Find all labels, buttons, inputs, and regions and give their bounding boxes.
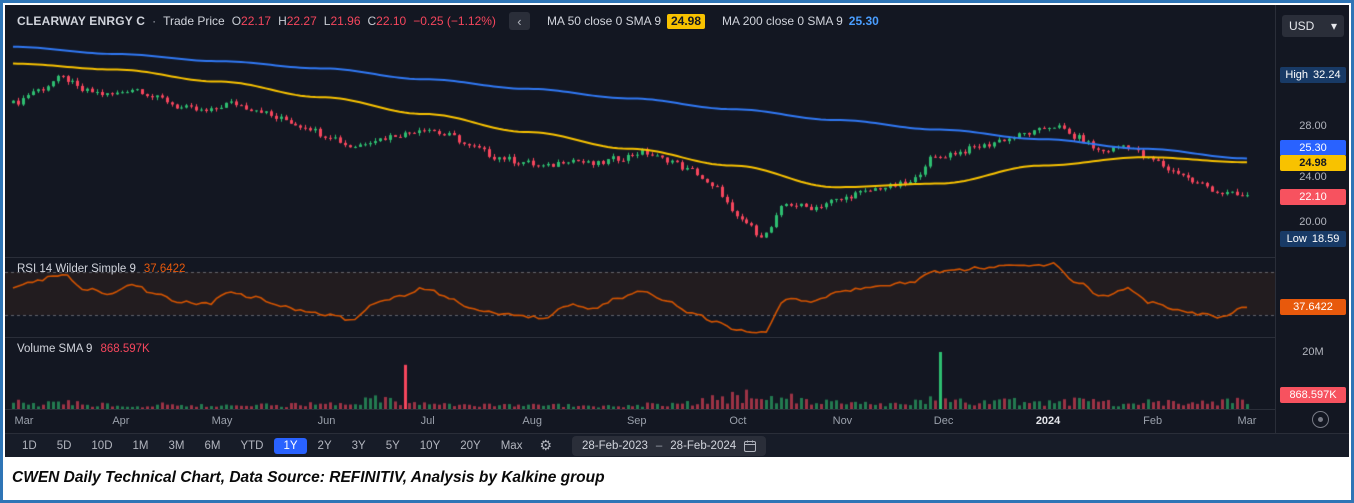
x-axis-label: Sep — [626, 415, 647, 427]
ma200-legend-label: MA 200 close 0 SMA 9 — [722, 14, 843, 28]
collapse-legend-button[interactable]: ‹ — [508, 12, 530, 30]
range-button-10d[interactable]: 10D — [82, 438, 121, 454]
symbol-name[interactable]: CLEARWAY ENRGY C — [17, 14, 146, 28]
x-axis-label: 2024 — [1035, 415, 1061, 427]
panel-divider — [5, 337, 1349, 338]
range-button-group: 1D 5D 10D 1M 3M 6M YTD 1Y 2Y 3Y 5Y 10Y 20Y Max — [13, 437, 532, 454]
date-range-picker[interactable]: 28-Feb-2023 – 28-Feb-2024 — [572, 435, 767, 456]
range-button-3y[interactable]: 3Y — [343, 438, 375, 454]
currency-label: USD — [1289, 19, 1315, 33]
range-button-5d[interactable]: 5D — [48, 438, 81, 454]
rsi-value-badge: 37.6422 — [1280, 299, 1346, 315]
date-start: 28-Feb-2023 — [582, 439, 648, 452]
gear-icon[interactable]: ⚙ — [539, 437, 553, 453]
open-value: O 22.17 — [231, 14, 272, 28]
last-price-badge: 22.10 — [1280, 189, 1346, 205]
range-button-max[interactable]: Max — [492, 438, 532, 454]
currency-selector-button[interactable]: USD ▾ — [1282, 15, 1344, 37]
price-tick-28: 28.00 — [1299, 120, 1327, 132]
x-axis-label: Mar — [14, 415, 34, 427]
ma50-price-badge: 24.98 — [1280, 155, 1346, 171]
volume-legend-label: Volume SMA 9 — [17, 343, 93, 355]
range-button-5y[interactable]: 5Y — [377, 438, 409, 454]
x-axis-label: May — [211, 415, 233, 427]
figure-caption: CWEN Daily Technical Chart, Data Source:… — [5, 457, 1349, 498]
price-scale-column[interactable]: USD ▾ High 32.24 28.00 25.30 24.98 24.00 … — [1275, 5, 1349, 433]
range-button-6m[interactable]: 6M — [195, 438, 229, 454]
range-button-20y[interactable]: 20Y — [451, 438, 489, 454]
x-axis-label: Nov — [832, 415, 853, 427]
period-low-badge: Low 18.59 — [1280, 231, 1346, 247]
crosshair-target-icon[interactable] — [1312, 411, 1329, 428]
calendar-icon — [744, 440, 757, 452]
range-button-10y[interactable]: 10Y — [411, 438, 449, 454]
range-button-1m[interactable]: 1M — [124, 438, 158, 454]
ma200-price-badge: 25.30 — [1280, 140, 1346, 156]
date-end: 28-Feb-2024 — [670, 439, 737, 452]
volume-sma-badge: 868.597K — [1280, 387, 1346, 403]
rsi-panel-legend[interactable]: RSI 14 Wilder Simple 9 37.6422 — [17, 263, 185, 275]
rsi-legend-label: RSI 14 Wilder Simple 9 — [17, 263, 136, 275]
range-button-ytd[interactable]: YTD — [231, 438, 272, 454]
legend-separator: · — [152, 14, 157, 28]
time-axis[interactable]: Mar Apr May Jun Jul Aug Sep Oct Nov Dec 2024 Feb Mar — [5, 410, 1275, 433]
high-value: H 22.27 — [278, 14, 317, 28]
ma50-legend-value: 24.98 — [667, 13, 706, 29]
price-tick-24: 24.00 — [1299, 171, 1327, 183]
series-type-label: Trade Price — [163, 14, 225, 28]
x-axis-label: Aug — [522, 415, 542, 427]
x-axis-label: Oct — [729, 415, 747, 427]
range-button-1d[interactable]: 1D — [13, 438, 46, 454]
x-axis-label: Jul — [420, 415, 435, 427]
ma50-legend-label: MA 50 close 0 SMA 9 — [546, 14, 661, 28]
low-value: L 21.96 — [323, 14, 361, 28]
panel-divider — [5, 257, 1349, 258]
chevron-down-icon: ▾ — [1330, 19, 1337, 33]
x-axis-label: Jun — [317, 415, 336, 427]
x-axis-label: Dec — [933, 415, 954, 427]
close-value: C 22.10 — [367, 14, 407, 28]
volume-panel-legend[interactable]: Volume SMA 9 868.597K — [17, 343, 150, 355]
rsi-legend-value: 37.6422 — [143, 263, 186, 275]
x-axis-label: Feb — [1143, 415, 1163, 427]
ma200-legend-value: 25.30 — [848, 14, 879, 28]
range-button-2y[interactable]: 2Y — [309, 438, 341, 454]
price-rsi-volume-chart-canvas[interactable] — [5, 5, 1275, 409]
chart-toolbar: 1D 5D 10D 1M 3M 6M YTD 1Y 2Y 3Y 5Y 10Y 20Y Max ⚙ 28-F… — [5, 433, 1349, 457]
ma200-legend[interactable]: MA 200 close 0 SMA 9 25.30 — [722, 14, 879, 28]
panel-divider — [5, 409, 1349, 410]
x-axis-label: Mar — [1237, 415, 1257, 427]
ma50-legend[interactable]: MA 50 close 0 SMA 9 24.98 — [546, 13, 706, 29]
period-high-badge: High 32.24 — [1280, 67, 1346, 83]
price-tick-20: 20.00 — [1299, 216, 1327, 228]
change-value: −0.25 (−1.12%) — [413, 14, 496, 28]
range-button-1y[interactable]: 1Y — [274, 437, 307, 454]
range-button-3m[interactable]: 3M — [160, 438, 194, 454]
volume-tick-20m: 20M — [1302, 346, 1324, 358]
date-separator: – — [655, 439, 663, 452]
x-axis-label: Apr — [112, 415, 130, 427]
volume-legend-value: 868.597K — [100, 343, 150, 355]
